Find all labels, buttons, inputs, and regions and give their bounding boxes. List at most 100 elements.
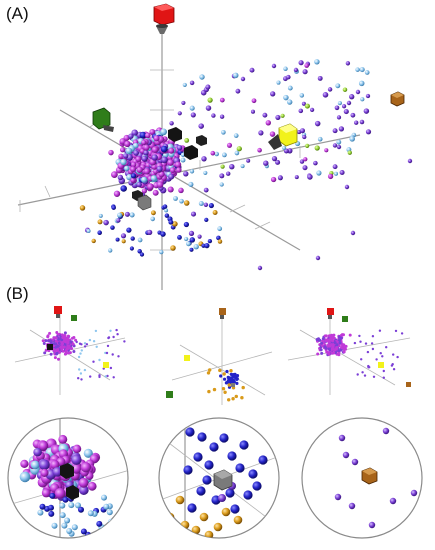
data-point <box>230 504 240 514</box>
data-point <box>355 89 361 95</box>
data-point <box>211 113 216 118</box>
brown-cube-icon <box>390 91 405 107</box>
data-point <box>92 360 95 363</box>
data-point <box>344 184 350 190</box>
data-point <box>227 398 231 402</box>
data-point <box>342 343 346 347</box>
data-point <box>167 186 174 193</box>
data-point <box>123 340 126 343</box>
data-point <box>68 502 75 509</box>
data-point <box>368 521 376 529</box>
data-point <box>183 171 189 177</box>
data-point <box>303 157 308 162</box>
data-point <box>189 247 194 252</box>
data-point <box>233 133 239 138</box>
data-point <box>407 158 413 164</box>
yellow-cone-cube-icon <box>184 355 190 361</box>
data-point <box>117 174 124 181</box>
data-point <box>232 72 239 79</box>
data-point <box>111 171 118 178</box>
data-point <box>208 203 214 209</box>
data-point <box>358 334 361 338</box>
data-point <box>30 460 40 470</box>
data-point <box>258 130 264 136</box>
data-point <box>61 336 65 339</box>
data-point <box>80 528 87 535</box>
data-point <box>317 136 323 142</box>
data-point <box>183 236 189 242</box>
data-point <box>38 441 49 451</box>
data-point <box>309 107 315 113</box>
data-point <box>196 486 206 496</box>
data-point <box>199 512 209 522</box>
data-point <box>335 83 341 89</box>
data-point <box>139 252 145 257</box>
data-point <box>333 171 339 176</box>
data-point <box>197 234 202 239</box>
data-point <box>98 358 101 362</box>
data-point <box>162 204 168 209</box>
data-point <box>101 494 107 501</box>
green-cone-cube-icon <box>71 315 77 321</box>
zoom-lens-1-points <box>19 434 117 538</box>
data-point <box>203 187 209 193</box>
data-point <box>65 347 69 351</box>
data-point <box>301 101 306 106</box>
data-point <box>337 353 341 357</box>
data-point <box>108 149 114 156</box>
brown-cube-icon <box>406 382 411 387</box>
data-point <box>56 348 60 352</box>
data-point <box>120 185 127 192</box>
data-point <box>188 230 195 237</box>
data-point <box>104 375 107 378</box>
data-point <box>96 520 103 527</box>
data-point <box>75 502 81 509</box>
data-point <box>164 213 170 218</box>
data-point <box>41 339 45 343</box>
data-point <box>201 156 207 162</box>
black-cube-icon <box>132 127 207 201</box>
data-point <box>252 481 262 491</box>
data-point <box>221 507 231 517</box>
data-point <box>80 378 83 381</box>
data-point <box>382 376 385 379</box>
data-point <box>124 140 131 148</box>
data-point <box>365 93 371 99</box>
data-point <box>44 339 48 343</box>
data-point <box>107 336 110 340</box>
data-point <box>49 492 56 499</box>
data-point <box>19 471 31 483</box>
data-point <box>172 221 178 227</box>
panel-a-axes <box>17 30 361 290</box>
data-point <box>222 372 226 376</box>
data-point <box>283 94 289 101</box>
data-point <box>160 231 166 237</box>
data-point <box>176 144 183 151</box>
data-point <box>141 176 148 183</box>
data-point <box>203 170 208 175</box>
data-point <box>331 339 335 343</box>
data-point <box>149 128 156 135</box>
data-point <box>80 343 83 346</box>
data-point <box>337 101 342 106</box>
data-point <box>80 462 92 473</box>
data-point <box>219 114 225 119</box>
data-point <box>223 390 227 394</box>
data-point <box>139 131 147 139</box>
data-point <box>348 333 352 337</box>
data-point <box>183 200 190 206</box>
data-point <box>338 341 342 345</box>
data-point <box>356 373 359 376</box>
data-point <box>364 342 368 345</box>
data-point <box>219 374 223 378</box>
data-point <box>204 242 210 249</box>
data-point <box>344 344 348 348</box>
data-point <box>62 496 69 503</box>
data-point <box>283 66 288 72</box>
data-point <box>213 522 223 532</box>
data-point <box>120 158 127 166</box>
data-point <box>221 387 226 391</box>
data-point <box>240 164 245 169</box>
data-point <box>49 339 53 343</box>
data-point <box>240 76 246 82</box>
